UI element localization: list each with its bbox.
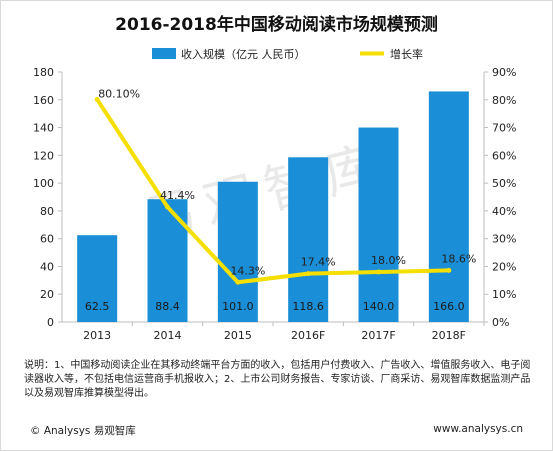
- growth-point: [235, 279, 241, 285]
- chart-title: 2016-2018年中国移动阅读市场规模预测: [115, 15, 438, 35]
- right-axis: 0% 10% 20% 30% 40% 50% 60% 70% 80% 90%: [483, 66, 516, 329]
- bar-series: 62.5 88.4 101.0 118.6 140.0 166.0: [77, 91, 469, 322]
- left-tick-label: 100: [33, 177, 54, 190]
- left-tick-label: 20: [40, 288, 54, 301]
- bar-value-label: 88.4: [155, 300, 180, 313]
- right-tick-label: 30%: [492, 233, 516, 246]
- bar: [288, 157, 329, 322]
- bar-value-label: 118.6: [292, 300, 324, 313]
- right-tick-label: 90%: [492, 66, 516, 79]
- x-tick-label: 2016F: [291, 329, 325, 340]
- left-tick-label: 180: [33, 66, 54, 79]
- left-tick-label: 160: [33, 94, 54, 107]
- right-tick-label: 10%: [492, 288, 516, 301]
- right-tick-label: 0%: [492, 316, 509, 329]
- combo-chart: 收入规模（亿元 人民币） 增长率 0 20 40 60 80 100 120 140 160 180…: [33, 47, 516, 340]
- growth-label: 18.6%: [441, 252, 476, 265]
- growth-point: [94, 97, 100, 102]
- bar: [358, 127, 399, 322]
- x-tick-label: 2014: [154, 329, 182, 340]
- growth-label: 80.10%: [98, 88, 140, 101]
- growth-point: [165, 204, 170, 210]
- bar: [77, 235, 118, 322]
- growth-label: 41.4%: [160, 189, 195, 202]
- left-tick-label: 60: [40, 233, 54, 246]
- right-tick-label: 50%: [492, 177, 516, 190]
- right-tick-label: 70%: [492, 122, 516, 135]
- growth-label: 17.4%: [301, 256, 336, 269]
- notes-text: 说明：1、中国移动阅读企业在其移动终端平台方面的收入，包括用户付费收入、广告收入…: [24, 360, 531, 399]
- growth-point: [376, 269, 381, 275]
- bar-value-label: 166.0: [433, 300, 465, 313]
- growth-label: 18.0%: [371, 254, 406, 267]
- growth-point: [446, 267, 452, 273]
- x-axis: 2013 2014 2015 2016F 2017F 2018F: [62, 321, 485, 340]
- legend-bar-swatch: [152, 48, 176, 59]
- bar: [428, 91, 469, 322]
- x-tick-label: 2017F: [361, 329, 395, 340]
- x-tick-label: 2015: [224, 329, 252, 340]
- legend: 收入规模（亿元 人民币） 增长率: [152, 47, 423, 61]
- growth-label: 14.3%: [230, 264, 265, 277]
- right-tick-label: 60%: [492, 149, 516, 162]
- growth-line: [95, 97, 451, 285]
- legend-bar-label: 收入规模（亿元 人民币）: [181, 47, 306, 61]
- x-tick-label: 2018F: [432, 329, 466, 340]
- growth-point: [305, 271, 311, 277]
- x-tick-label: 2013: [83, 329, 111, 340]
- bar: [217, 181, 258, 322]
- bar-value-label: 101.0: [222, 300, 254, 313]
- right-tick-label: 20%: [492, 260, 516, 273]
- line-series: 80.10% 41.4% 14.3% 17.4% 18.0% 18.6%: [94, 88, 476, 285]
- bar-value-label: 140.0: [363, 300, 395, 313]
- legend-line-label: 增长率: [390, 47, 423, 61]
- left-tick-label: 120: [33, 149, 54, 162]
- left-tick-label: 80: [40, 205, 54, 218]
- left-tick-label: 0: [47, 316, 54, 329]
- right-tick-label: 80%: [492, 94, 516, 107]
- left-tick-label: 40: [40, 260, 54, 273]
- footer-source: © Analysys 易观智库: [30, 425, 136, 437]
- footer-url: www.analysys.cn: [433, 423, 523, 435]
- left-tick-label: 140: [33, 122, 54, 135]
- bar-value-label: 62.5: [85, 300, 110, 313]
- right-tick-label: 40%: [492, 205, 516, 218]
- left-axis: 0 20 40 60 80 100 120 140 160 180: [33, 66, 63, 329]
